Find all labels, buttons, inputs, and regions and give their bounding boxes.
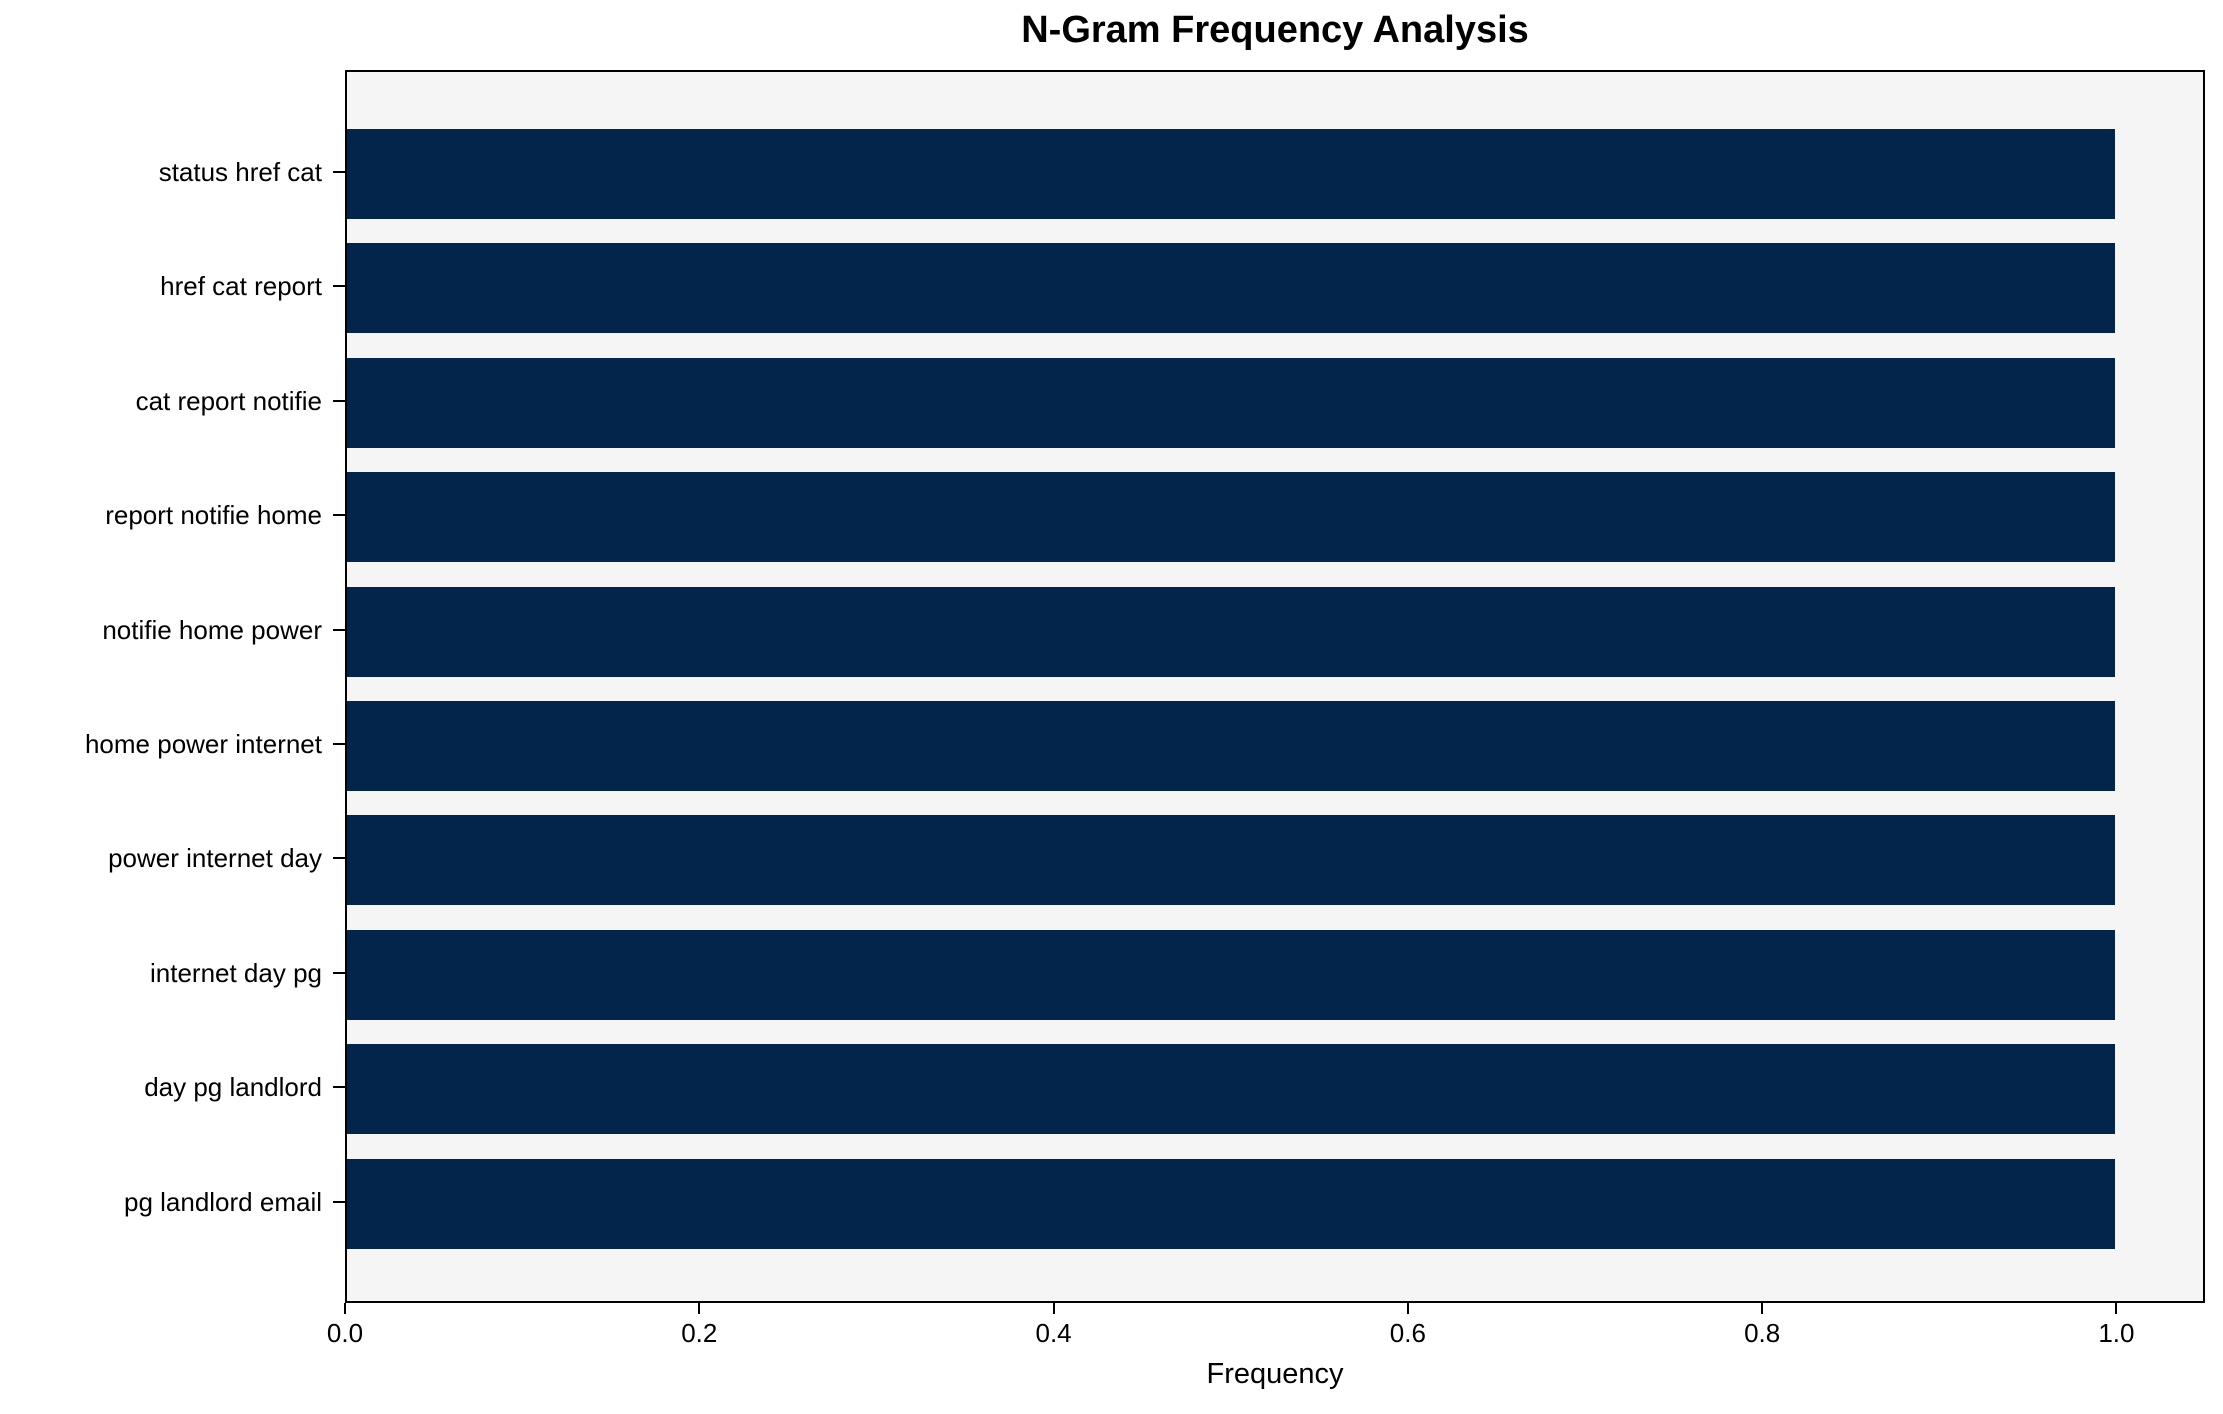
chart-title: N-Gram Frequency Analysis xyxy=(1021,9,1529,51)
y-tick-mark xyxy=(333,1086,345,1089)
x-tick-label: 0.4 xyxy=(1035,1318,1072,1348)
bar xyxy=(347,929,2115,1020)
bar xyxy=(347,129,2115,219)
y-tick-label: status href cat xyxy=(158,157,322,187)
y-tick-mark xyxy=(333,171,345,173)
bar xyxy=(347,1158,2115,1249)
y-tick-mark xyxy=(333,1200,345,1203)
y-tick-mark xyxy=(333,857,345,860)
y-tick-label: internet day pg xyxy=(149,957,322,988)
y-tick-mark xyxy=(333,628,345,631)
x-tick-mark xyxy=(1406,1303,1409,1314)
bar xyxy=(347,1044,2115,1135)
x-tick-mark xyxy=(1761,1303,1764,1314)
y-tick-label: day pg landlord xyxy=(144,1072,322,1103)
y-tick-label: pg landlord email xyxy=(123,1186,322,1217)
x-tick-label: 0.2 xyxy=(681,1318,718,1348)
x-tick-mark xyxy=(344,1303,346,1314)
x-tick-mark xyxy=(698,1303,701,1314)
y-tick-label: href cat report xyxy=(160,271,322,302)
x-axis-label: Frequency xyxy=(1206,1358,1344,1390)
y-tick-mark xyxy=(333,285,345,288)
y-tick-mark xyxy=(333,399,345,402)
y-tick-mark xyxy=(333,743,345,745)
bar xyxy=(347,243,2115,334)
bar xyxy=(347,701,2115,791)
y-tick-label: home power internet xyxy=(84,729,322,759)
y-tick-mark xyxy=(333,971,345,974)
y-tick-mark xyxy=(333,514,345,517)
y-tick-label: power internet day xyxy=(108,843,322,874)
y-tick-label: notifie home power xyxy=(102,614,322,645)
plot-area xyxy=(345,70,2205,1303)
bar xyxy=(347,357,2115,448)
x-tick-mark xyxy=(2115,1303,2118,1314)
x-tick-label: 0.0 xyxy=(326,1318,364,1348)
bar xyxy=(347,472,2115,563)
bar xyxy=(347,815,2115,906)
x-tick-label: 0.6 xyxy=(1389,1318,1426,1348)
x-tick-mark xyxy=(1052,1303,1055,1314)
x-tick-label: 1.0 xyxy=(2098,1318,2135,1348)
x-tick-label: 0.8 xyxy=(1744,1318,1781,1348)
bar xyxy=(347,586,2115,677)
y-tick-label: report notifie home xyxy=(105,500,322,531)
y-tick-label: cat report notifie xyxy=(135,385,322,416)
